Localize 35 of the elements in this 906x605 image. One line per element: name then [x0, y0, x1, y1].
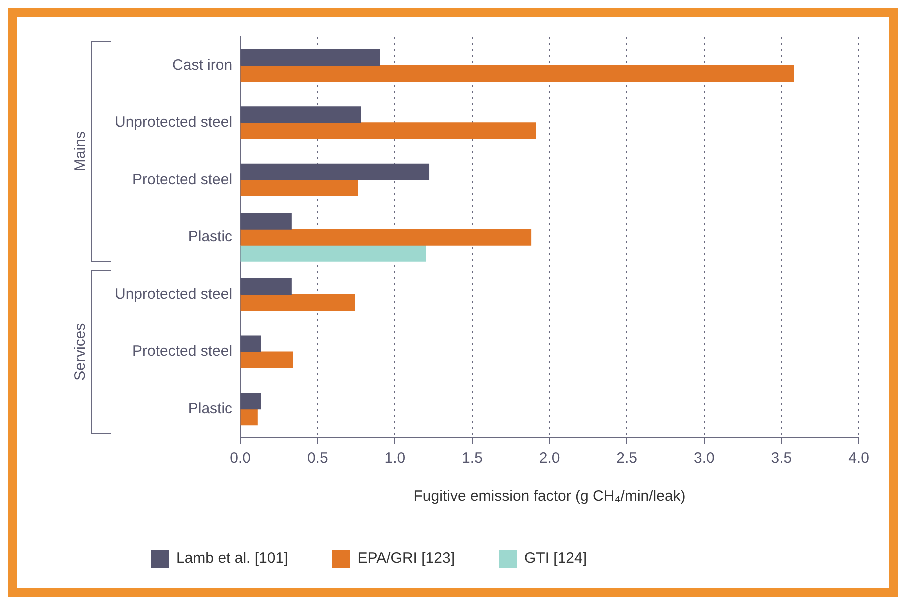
x-tick-label: 4.0	[848, 450, 870, 468]
bar	[240, 122, 536, 140]
y-tick-label: Protected steel	[132, 343, 233, 360]
bar	[240, 393, 261, 410]
bar	[240, 49, 380, 66]
text: Mains	[72, 132, 90, 172]
x-tick-label: 0.5	[307, 450, 328, 468]
x-tick-label: 2.5	[616, 450, 638, 468]
y-tick-label: Plastic	[188, 228, 234, 246]
y-tick-label: Plastic	[188, 400, 234, 418]
y-tick-label: Protected steel	[132, 171, 233, 188]
bar	[240, 65, 794, 82]
bar	[240, 336, 261, 352]
x-tick-label: 1.5	[462, 450, 483, 468]
y-tick-label: Unprotected steel	[114, 286, 233, 303]
bar	[240, 164, 430, 181]
x-tick-label: 3.0	[694, 450, 715, 468]
legend-label: Lamb et al. [101]	[176, 550, 288, 568]
y-tick-label: Cast iron	[172, 56, 233, 74]
x-tick-label: 1.0	[384, 450, 406, 468]
legend-label: EPA/GRI [123]	[358, 550, 456, 568]
x-tick-label: 0.0	[230, 450, 251, 468]
y-tick-label: Unprotected steel	[114, 114, 233, 132]
bar	[240, 106, 362, 124]
bar	[240, 180, 358, 197]
legend-label: GTI [124]	[524, 550, 588, 568]
x-axis-title: Fugitive emission factor (g CH₄/min/leak)	[414, 488, 686, 506]
bar	[240, 245, 426, 262]
bar	[240, 278, 292, 296]
bar	[240, 294, 356, 312]
bar	[240, 409, 258, 426]
x-tick-label: 3.5	[771, 450, 792, 468]
bar	[240, 352, 294, 368]
x-tick-label: 2.0	[539, 450, 560, 468]
text: Services	[72, 323, 90, 381]
